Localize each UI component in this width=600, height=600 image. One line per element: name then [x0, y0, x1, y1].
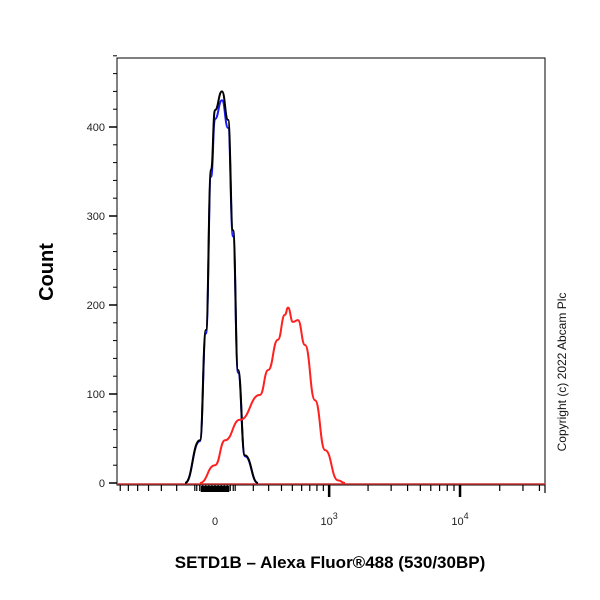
- y-axis: 0 100 200 300 400: [87, 55, 117, 490]
- y-tick-label: 300: [87, 211, 105, 223]
- y-tick-label: 0: [99, 478, 105, 490]
- y-tick-label: 100: [87, 389, 105, 401]
- x-tick-label: 104: [451, 511, 468, 528]
- histogram-curves: [117, 90, 545, 485]
- y-axis-label: Count: [36, 243, 58, 301]
- y-tick-label: 200: [87, 300, 105, 312]
- x-axis: 0 103 104: [119, 485, 546, 528]
- histogram-series-1: [184, 90, 259, 484]
- copyright-annotation: Copyright (c) 2022 Abcam Plc: [555, 293, 569, 452]
- x-tick-label: 0: [212, 516, 218, 528]
- histogram-series-0: [184, 99, 259, 484]
- x-axis-label: SETD1B – Alexa Fluor®488 (530/30BP): [175, 553, 485, 572]
- x-tick-label: 103: [321, 511, 338, 528]
- plot-frame: [116, 57, 546, 486]
- y-tick-label: 400: [87, 122, 105, 134]
- histogram-series-2: [199, 306, 346, 484]
